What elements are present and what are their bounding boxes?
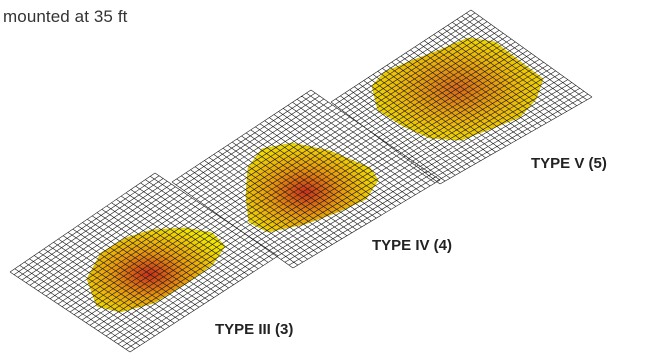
label-type-iii: TYPE III (3) [215, 321, 293, 338]
grid5-lines [330, 9, 593, 185]
grid4-lines [171, 89, 441, 269]
grid-type-iii [9, 172, 279, 353]
mounting-height-caption: mounted at 35 ft [3, 7, 128, 26]
panel-type-v: TYPE V (5) [330, 9, 607, 185]
grid-type-v [330, 9, 593, 185]
grid3-lines [9, 172, 279, 353]
label-type-iv: TYPE IV (4) [372, 237, 452, 254]
panel-type-iii: TYPE III (3) [9, 172, 293, 353]
label-type-v: TYPE V (5) [531, 155, 607, 172]
grid-type-iv [171, 89, 441, 269]
panel-type-iv: TYPE IV (4) [171, 89, 452, 269]
distribution-zone-type-iii [86, 227, 226, 313]
